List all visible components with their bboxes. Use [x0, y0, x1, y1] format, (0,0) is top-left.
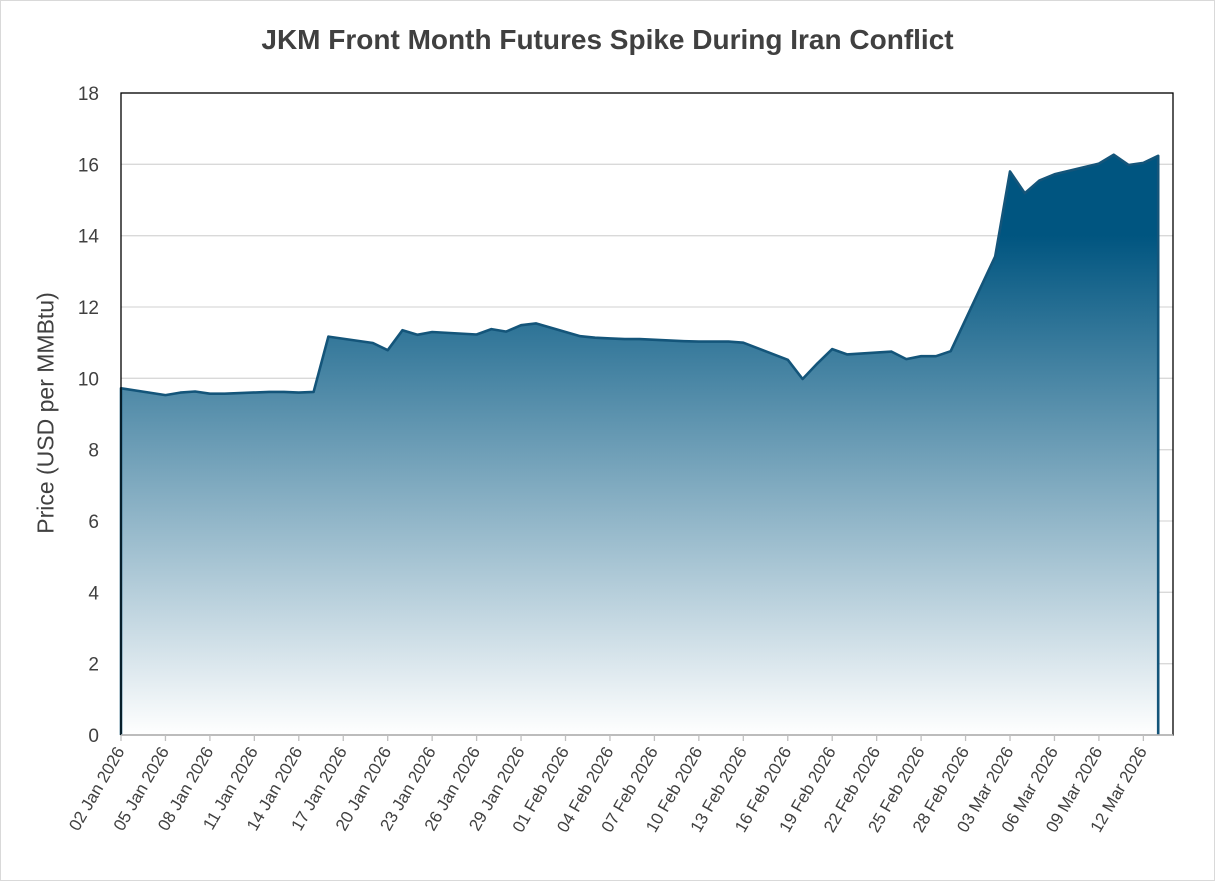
data-point: [846, 353, 848, 355]
data-point: [194, 390, 196, 392]
data-point: [268, 391, 270, 393]
data-point: [1024, 192, 1026, 194]
data-point: [431, 331, 433, 333]
y-tick-labels: 0 2 4 6 8 10 12 14 16 18: [78, 84, 100, 747]
data-point: [1038, 179, 1040, 181]
y-tick-label: 10: [78, 369, 99, 390]
data-point: [935, 355, 937, 357]
y-tick-label: 6: [88, 512, 99, 533]
data-point: [416, 334, 418, 336]
area-series: [119, 153, 1160, 735]
data-point: [401, 329, 403, 331]
y-tick-label: 18: [78, 84, 99, 105]
data-point: [713, 340, 715, 342]
data-point: [490, 328, 492, 330]
data-point: [224, 393, 226, 395]
data-point: [179, 391, 181, 393]
y-tick-label: 14: [78, 227, 100, 248]
data-point: [505, 330, 507, 332]
data-point: [624, 338, 626, 340]
data-point: [831, 348, 833, 350]
data-point: [801, 378, 803, 380]
data-point: [209, 393, 211, 395]
y-tick-label: 8: [88, 441, 99, 462]
y-tick-label: 16: [78, 155, 99, 176]
data-point: [164, 394, 166, 396]
data-point: [298, 391, 300, 393]
y-tick-label: 4: [88, 583, 99, 604]
data-point: [890, 350, 892, 352]
data-point: [816, 362, 818, 364]
data-point: [905, 358, 907, 360]
data-point: [327, 335, 329, 337]
data-point: [683, 340, 685, 342]
data-point: [994, 255, 996, 257]
data-point: [638, 338, 640, 340]
data-point: [312, 391, 314, 393]
data-point: [520, 324, 522, 326]
data-point: [594, 337, 596, 339]
data-point: [1098, 162, 1100, 164]
data-point: [742, 342, 744, 344]
axes: [120, 92, 1174, 741]
data-point: [120, 387, 122, 389]
data-point: [579, 335, 581, 337]
data-point: [387, 349, 389, 351]
data-point: [1113, 154, 1115, 156]
y-tick-label: 2: [88, 655, 99, 676]
data-point: [727, 340, 729, 342]
y-tick-label: 0: [88, 726, 99, 747]
data-point: [1053, 173, 1055, 175]
chart-title: JKM Front Month Futures Spike During Ira…: [261, 24, 954, 55]
data-point: [1157, 155, 1159, 157]
series-line: [119, 153, 1160, 735]
data-point: [535, 322, 537, 324]
data-point: [475, 333, 477, 335]
data-point: [283, 391, 285, 393]
data-point: [1127, 164, 1129, 166]
data-point: [787, 359, 789, 361]
data-point: [372, 342, 374, 344]
data-point: [698, 340, 700, 342]
data-point: [920, 355, 922, 357]
data-point: [950, 350, 952, 352]
data-point: [1142, 162, 1144, 164]
y-tick-label: 12: [78, 298, 99, 319]
data-point: [609, 337, 611, 339]
data-point: [1009, 170, 1011, 172]
area-fill: [121, 154, 1159, 735]
